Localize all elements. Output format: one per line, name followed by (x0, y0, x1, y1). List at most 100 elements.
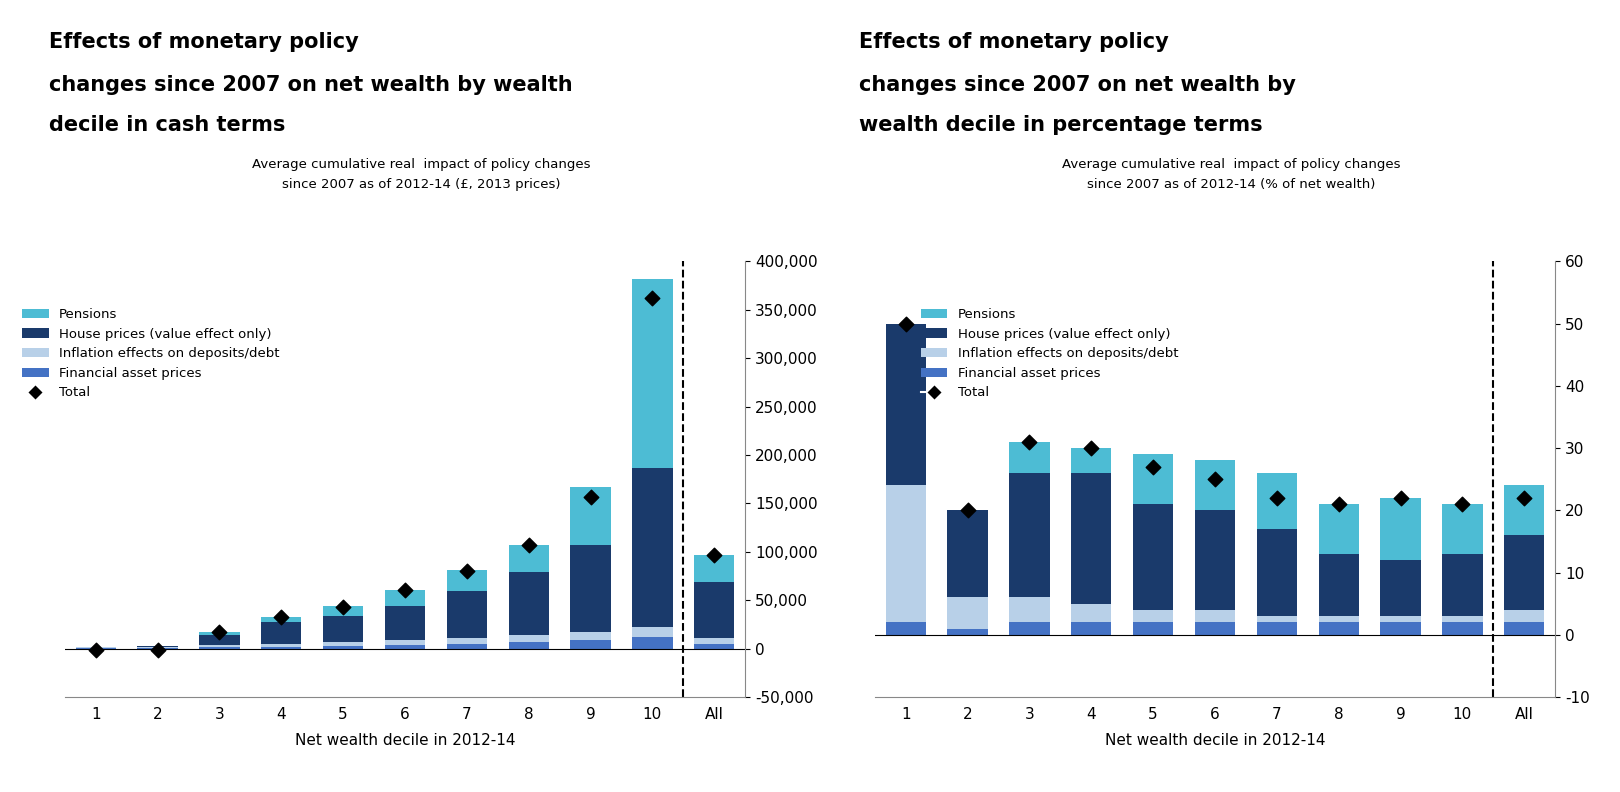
Bar (948, 597, 988, 629)
Legend: Pensions, House prices (value effect only), Inflation effects on deposits/debt, : Pensions, House prices (value effect onl… (16, 303, 285, 405)
Bar (1442, 554, 1482, 616)
Bar (948, 510, 988, 597)
Bar (695, 582, 734, 638)
Point (578, 490, 604, 503)
Bar (886, 623, 927, 634)
Bar (570, 632, 611, 640)
Text: since 2007 as of 2012-14 (% of net wealth): since 2007 as of 2012-14 (% of net wealt… (1087, 178, 1375, 191)
Bar (386, 645, 424, 649)
Bar (1132, 455, 1173, 504)
Point (515, 539, 541, 551)
Point (392, 583, 418, 596)
Bar (386, 589, 424, 606)
Point (640, 291, 666, 304)
Bar (1009, 623, 1050, 634)
Bar (1196, 610, 1234, 623)
Point (330, 600, 356, 613)
Bar (570, 640, 611, 649)
Bar (632, 279, 672, 467)
Bar (886, 324, 927, 485)
Bar (447, 570, 488, 592)
Bar (1009, 442, 1050, 473)
Bar (509, 572, 549, 635)
Bar (261, 644, 301, 646)
Point (1511, 492, 1537, 505)
Bar (632, 467, 672, 627)
Bar (1132, 610, 1173, 623)
Bar (322, 642, 363, 645)
Bar (509, 642, 549, 649)
Bar (447, 644, 488, 649)
Bar (447, 638, 488, 644)
Text: Average cumulative real  impact of policy changes: Average cumulative real impact of policy… (253, 158, 590, 171)
Legend: Pensions, House prices (value effect only), Inflation effects on deposits/debt, : Pensions, House prices (value effect onl… (915, 303, 1184, 405)
Bar (1319, 554, 1359, 616)
Point (454, 565, 480, 577)
Bar (386, 606, 424, 640)
Bar (199, 635, 240, 645)
Text: Effects of monetary policy: Effects of monetary policy (859, 32, 1168, 51)
Bar (1071, 448, 1111, 473)
Bar (1257, 473, 1298, 529)
Bar (948, 629, 988, 634)
Bar (632, 637, 672, 649)
Bar (1380, 623, 1421, 634)
Point (1325, 497, 1351, 510)
Bar (322, 606, 363, 615)
Bar (1380, 560, 1421, 616)
Bar (1009, 473, 1050, 597)
Bar (1009, 597, 1050, 623)
Point (1079, 442, 1105, 455)
Bar (322, 615, 363, 642)
Bar (1319, 623, 1359, 634)
Bar (1257, 623, 1298, 634)
Point (893, 318, 919, 330)
Bar (570, 545, 611, 632)
Bar (695, 644, 734, 649)
Bar (695, 554, 734, 582)
X-axis label: Net wealth decile in 2012-14: Net wealth decile in 2012-14 (295, 733, 515, 748)
Bar (1257, 529, 1298, 616)
Bar (1132, 504, 1173, 610)
Point (954, 504, 980, 516)
Bar (1380, 616, 1421, 623)
Bar (261, 646, 301, 649)
Bar (261, 623, 301, 644)
Point (269, 611, 295, 623)
Bar (1196, 460, 1234, 510)
Bar (76, 647, 117, 648)
Bar (1442, 623, 1482, 634)
Text: changes since 2007 on net wealth by: changes since 2007 on net wealth by (859, 75, 1296, 95)
Point (144, 644, 170, 657)
Bar (1257, 616, 1298, 623)
Bar (386, 640, 424, 645)
Point (83, 644, 109, 657)
Text: Average cumulative real  impact of policy changes: Average cumulative real impact of policy… (1063, 158, 1400, 171)
Bar (695, 638, 734, 644)
Bar (1503, 535, 1544, 610)
Text: decile in cash terms: decile in cash terms (49, 115, 285, 135)
Bar (138, 647, 178, 648)
Bar (570, 487, 611, 545)
Bar (261, 617, 301, 623)
Bar (199, 632, 240, 635)
Bar (1196, 510, 1234, 610)
Bar (632, 627, 672, 637)
Bar (886, 485, 927, 623)
Bar (1071, 604, 1111, 623)
Bar (1319, 504, 1359, 554)
Bar (509, 545, 549, 572)
Point (1450, 497, 1476, 510)
Bar (447, 592, 488, 638)
Bar (322, 645, 363, 649)
Bar (138, 646, 178, 647)
Bar (1503, 485, 1544, 535)
Bar (509, 635, 549, 642)
Bar (1503, 610, 1544, 623)
Point (1202, 473, 1228, 485)
Point (701, 548, 727, 561)
Bar (199, 645, 240, 647)
Bar (1503, 623, 1544, 634)
Bar (1442, 504, 1482, 554)
Text: Effects of monetary policy: Effects of monetary policy (49, 32, 358, 51)
